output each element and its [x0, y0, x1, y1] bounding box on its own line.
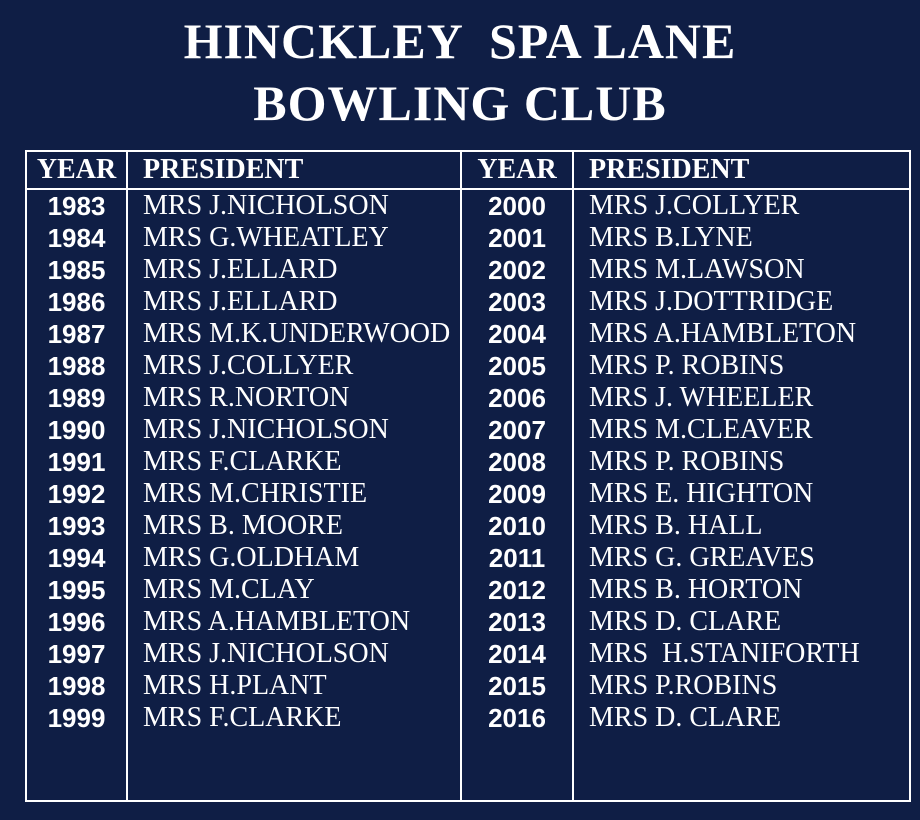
club-title-line1: HINCKLEY SPA LANE	[183, 13, 737, 69]
table-row: 1985 MRS J.ELLARD 2002 MRS M.LAWSON	[27, 254, 909, 286]
table-row: 1990 MRS J.NICHOLSON 2007 MRS M.CLEAVER	[27, 414, 909, 446]
club-title-line2: BOWLING CLUB	[253, 75, 667, 131]
year-cell-left: 1988	[27, 350, 128, 382]
president-cell-right: MRS P.ROBINS	[589, 670, 778, 701]
year-cell-right: 2000	[462, 190, 574, 222]
year-cell-right: 2013	[462, 606, 574, 638]
year-cell-left: 1995	[27, 574, 128, 606]
year-cell-left: 1983	[27, 190, 128, 222]
presidents-table: YEAR PRESIDENT YEAR PRESIDENT 1983 MRS J…	[25, 150, 911, 802]
table-row: 1994 MRS G.OLDHAM 2011 MRS G. GREAVES	[27, 542, 909, 574]
year-cell-right: 2009	[462, 478, 574, 510]
president-cell-left: MRS H.PLANT	[128, 670, 462, 702]
table-row: 1999 MRS F.CLARKE 2016 MRS D. CLARE	[27, 702, 909, 734]
table-row: 1988 MRS J.COLLYER 2005 MRS P. ROBINS	[27, 350, 909, 382]
president-cell-left: MRS J.NICHOLSON	[128, 190, 462, 222]
header-president-right: PRESIDENT	[589, 154, 750, 185]
table-row: 1996 MRS A.HAMBLETON 2013 MRS D. CLARE	[27, 606, 909, 638]
year-cell-right: 2010	[462, 510, 574, 542]
year-cell-right: 2011	[462, 542, 574, 574]
year-cell-right: 2012	[462, 574, 574, 606]
president-cell-right: MRS J.COLLYER	[589, 190, 800, 221]
president-cell-left: MRS G.WHEATLEY	[128, 222, 462, 254]
year-cell-left: 1985	[27, 254, 128, 286]
table-row: 1983 MRS J.NICHOLSON 2000 MRS J.COLLYER	[27, 190, 909, 222]
year-cell-right: 2008	[462, 446, 574, 478]
year-cell-right: 2003	[462, 286, 574, 318]
president-cell-right: MRS M.LAWSON	[589, 254, 805, 285]
filler-cell	[128, 734, 462, 800]
table-filler-row	[27, 734, 909, 800]
year-cell-right: 2006	[462, 382, 574, 414]
president-cell-left: MRS R.NORTON	[128, 382, 462, 414]
year-cell-left: 1984	[27, 222, 128, 254]
year-cell-left: 1993	[27, 510, 128, 542]
year-cell-right: 2002	[462, 254, 574, 286]
header-year-right: YEAR	[462, 152, 574, 188]
table-row: 1998 MRS H.PLANT 2015 MRS P.ROBINS	[27, 670, 909, 702]
table-row: 1984 MRS G.WHEATLEY 2001 MRS B.LYNE	[27, 222, 909, 254]
president-cell-right: MRS M.CLEAVER	[589, 414, 813, 445]
president-cell-left: MRS B. MOORE	[128, 510, 462, 542]
year-cell-left: 1989	[27, 382, 128, 414]
president-cell-left: MRS J.NICHOLSON	[128, 414, 462, 446]
president-cell-right: MRS P. ROBINS	[589, 350, 785, 381]
president-cell-left: MRS J.ELLARD	[128, 254, 462, 286]
president-cell-left: MRS M.CLAY	[128, 574, 462, 606]
president-cell-right: MRS E. HIGHTON	[589, 478, 814, 509]
table-row: 1995 MRS M.CLAY 2012 MRS B. HORTON	[27, 574, 909, 606]
club-title: HINCKLEY SPA LANE BOWLING CLUB	[0, 10, 920, 134]
president-cell-left: MRS J.COLLYER	[128, 350, 462, 382]
year-cell-right: 2005	[462, 350, 574, 382]
president-cell-right: MRS J. WHEELER	[589, 382, 814, 413]
table-row: 1986 MRS J.ELLARD 2003 MRS J.DOTTRIDGE	[27, 286, 909, 318]
president-cell-right: MRS B. HALL	[589, 510, 763, 541]
year-cell-left: 1998	[27, 670, 128, 702]
year-cell-left: 1986	[27, 286, 128, 318]
year-cell-right: 2004	[462, 318, 574, 350]
year-cell-left: 1987	[27, 318, 128, 350]
year-cell-left: 1997	[27, 638, 128, 670]
president-cell-left: MRS M.CHRISTIE	[128, 478, 462, 510]
president-cell-left: MRS M.K.UNDERWOOD	[128, 318, 462, 350]
year-cell-right: 2007	[462, 414, 574, 446]
president-cell-right: MRS G. GREAVES	[589, 542, 815, 573]
president-cell-left: MRS A.HAMBLETON	[128, 606, 462, 638]
president-cell-right: MRS H.STANIFORTH	[589, 638, 860, 669]
table-row: 1997 MRS J.NICHOLSON 2014 MRS H.STANIFOR…	[27, 638, 909, 670]
president-cell-right: MRS B. HORTON	[589, 574, 803, 605]
filler-cell	[574, 734, 909, 800]
president-cell-right: MRS D. CLARE	[589, 606, 782, 637]
president-cell-right: MRS D. CLARE	[589, 702, 782, 733]
year-cell-left: 1996	[27, 606, 128, 638]
year-cell-right: 2001	[462, 222, 574, 254]
president-cell-right: MRS B.LYNE	[589, 222, 753, 253]
table-row: 1991 MRS F.CLARKE 2008 MRS P. ROBINS	[27, 446, 909, 478]
table-header-row: YEAR PRESIDENT YEAR PRESIDENT	[27, 152, 909, 190]
header-president-left: PRESIDENT	[128, 152, 462, 188]
year-cell-right: 2014	[462, 638, 574, 670]
table-row: 1987 MRS M.K.UNDERWOOD 2004 MRS A.HAMBLE…	[27, 318, 909, 350]
year-cell-left: 1990	[27, 414, 128, 446]
year-cell-left: 1992	[27, 478, 128, 510]
year-cell-left: 1991	[27, 446, 128, 478]
table-row: 1992 MRS M.CHRISTIE 2009 MRS E. HIGHTON	[27, 478, 909, 510]
president-cell-left: MRS F.CLARKE	[128, 446, 462, 478]
filler-cell	[27, 734, 128, 800]
header-year-left: YEAR	[27, 152, 128, 188]
president-cell-left: MRS J.NICHOLSON	[128, 638, 462, 670]
president-cell-left: MRS J.ELLARD	[128, 286, 462, 318]
year-cell-right: 2016	[462, 702, 574, 734]
table-row: 1989 MRS R.NORTON 2006 MRS J. WHEELER	[27, 382, 909, 414]
president-cell-right: MRS J.DOTTRIDGE	[589, 286, 834, 317]
year-cell-left: 1999	[27, 702, 128, 734]
filler-cell	[462, 734, 574, 800]
president-cell-right: MRS A.HAMBLETON	[589, 318, 857, 349]
year-cell-right: 2015	[462, 670, 574, 702]
year-cell-left: 1994	[27, 542, 128, 574]
president-cell-right: MRS P. ROBINS	[589, 446, 785, 477]
president-cell-left: MRS G.OLDHAM	[128, 542, 462, 574]
table-row: 1993 MRS B. MOORE 2010 MRS B. HALL	[27, 510, 909, 542]
president-cell-left: MRS F.CLARKE	[128, 702, 462, 734]
